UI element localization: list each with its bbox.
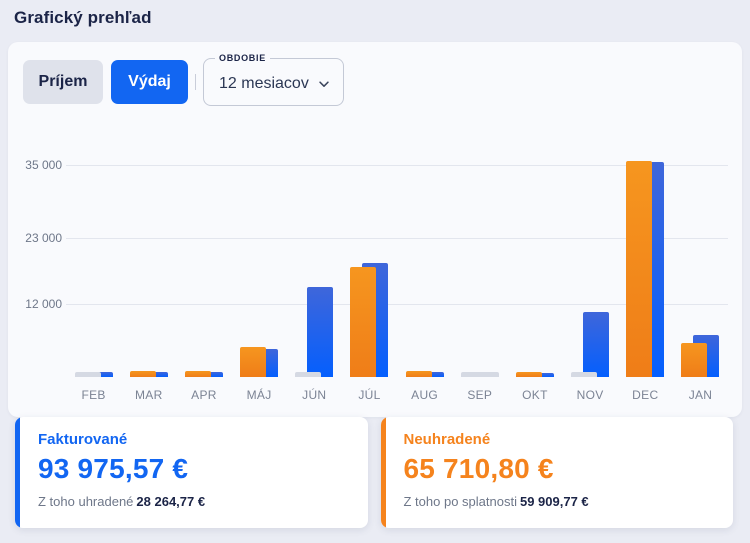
x-axis: FEB MAR APR MÁJ JÚN JÚL AUG SEP OKT NOV DEC JAN bbox=[66, 377, 728, 402]
bar-groups bbox=[66, 147, 728, 377]
bar-fakturovane bbox=[583, 312, 610, 377]
month-label: AUG bbox=[411, 388, 439, 402]
month-label: NOV bbox=[576, 388, 604, 402]
month-label: JÚN bbox=[302, 388, 327, 402]
period-select-value: 12 mesiacov bbox=[219, 74, 309, 92]
y-axis-label: 23 000 bbox=[25, 230, 62, 245]
bar-group-jún bbox=[287, 147, 342, 377]
invoiced-subtext-label: Z toho uhradené bbox=[38, 494, 134, 509]
month-label: JAN bbox=[688, 388, 713, 402]
month-label: MAR bbox=[134, 388, 163, 402]
invoiced-subtext-value: 28 264,77 € bbox=[136, 494, 206, 509]
bar-group-nov bbox=[563, 147, 618, 377]
bar-neuhradene bbox=[626, 160, 653, 377]
chevron-down-icon bbox=[319, 80, 329, 87]
month-label: JÚL bbox=[358, 388, 381, 402]
plot-area: 12 000 23 000 35 000 bbox=[25, 147, 728, 377]
y-axis-label: 35 000 bbox=[25, 158, 62, 173]
bar-zero-placeholder bbox=[460, 372, 499, 377]
period-select[interactable]: OBDOBIE 12 mesiacov bbox=[203, 53, 344, 106]
bar-zero-placeholder bbox=[295, 372, 322, 377]
period-select-label: OBDOBIE bbox=[215, 53, 270, 63]
bar-group-máj bbox=[232, 147, 287, 377]
bar-neuhradene bbox=[129, 370, 156, 377]
month-label: MÁJ bbox=[246, 388, 272, 402]
bar-group-júl bbox=[342, 147, 397, 377]
y-axis-label: 12 000 bbox=[25, 297, 62, 312]
gridline bbox=[66, 237, 728, 239]
chart-toolbar: Príjem Výdaj OBDOBIE 12 mesiacov bbox=[8, 42, 742, 106]
unpaid-subtext-value: 59 909,77 € bbox=[519, 494, 589, 509]
gridline bbox=[66, 304, 728, 306]
bar-group-sep bbox=[452, 147, 507, 377]
month-label: DEC bbox=[632, 388, 659, 402]
chart-panel: Príjem Výdaj OBDOBIE 12 mesiacov 12 000 2… bbox=[8, 42, 742, 417]
month-label: FEB bbox=[81, 388, 106, 402]
invoiced-card: Fakturované 93 975,57 € Z toho uhradené 2… bbox=[15, 417, 368, 528]
month-label: OKT bbox=[522, 388, 548, 402]
bar-neuhradene bbox=[405, 370, 432, 377]
unpaid-card: Neuhradené 65 710,80 € Z toho po splatno… bbox=[380, 417, 733, 528]
bar-group-okt bbox=[507, 147, 562, 377]
invoiced-card-title: Fakturované bbox=[38, 431, 128, 448]
gridline bbox=[66, 165, 728, 167]
bar-fakturovane bbox=[307, 286, 334, 377]
bar-group-mar bbox=[121, 147, 176, 377]
page-title: Grafický prehľad bbox=[14, 8, 152, 27]
bar-neuhradene bbox=[681, 343, 708, 377]
income-tab-button[interactable]: Príjem bbox=[23, 60, 103, 104]
bar-neuhradene bbox=[350, 266, 377, 377]
summary-row: Fakturované 93 975,57 € Z toho uhradené 2… bbox=[0, 417, 750, 528]
bar-neuhradene bbox=[240, 346, 267, 377]
bar-group-feb bbox=[66, 147, 121, 377]
month-label: APR bbox=[191, 388, 217, 402]
bar-group-aug bbox=[397, 147, 452, 377]
unpaid-subtext-label: Z toho po splatnosti bbox=[403, 494, 517, 509]
month-label: SEP bbox=[467, 388, 493, 402]
toolbar-divider bbox=[195, 74, 196, 90]
bar-zero-placeholder bbox=[74, 372, 101, 377]
bar-neuhradene bbox=[184, 370, 211, 377]
unpaid-amount: 65 710,80 € bbox=[403, 453, 554, 484]
bar-neuhradene bbox=[515, 371, 542, 377]
invoiced-amount: 93 975,57 € bbox=[38, 453, 189, 484]
bar-group-dec bbox=[618, 147, 673, 377]
bar-group-jan bbox=[673, 147, 728, 377]
unpaid-subtext: Z toho po splatnosti 59 909,77 € bbox=[404, 494, 714, 509]
bar-group-apr bbox=[176, 147, 231, 377]
bar-zero-placeholder bbox=[571, 372, 598, 377]
invoiced-subtext: Z toho uhradené 28 264,77 € bbox=[38, 494, 348, 509]
expense-tab-button[interactable]: Výdaj bbox=[111, 60, 188, 104]
unpaid-card-title: Neuhradené bbox=[403, 431, 491, 448]
